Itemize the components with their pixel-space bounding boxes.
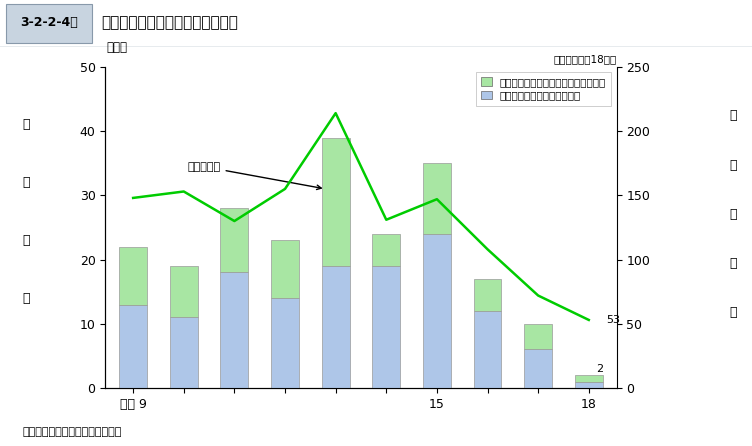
Bar xyxy=(474,311,502,388)
Bar xyxy=(271,240,299,298)
Bar xyxy=(372,266,400,388)
Text: （人）: （人） xyxy=(107,41,128,54)
Bar xyxy=(271,298,299,388)
Text: 死: 死 xyxy=(23,118,30,132)
Bar xyxy=(322,137,350,266)
Text: 砲: 砲 xyxy=(729,158,737,172)
Bar xyxy=(372,234,400,266)
Text: 事: 事 xyxy=(729,207,737,221)
Bar xyxy=(170,266,198,318)
Text: 銃器発砲事件数・死亡者数の推移: 銃器発砲事件数・死亡者数の推移 xyxy=(102,15,238,30)
Bar xyxy=(120,305,147,388)
Text: 者: 者 xyxy=(23,234,30,248)
Text: 数: 数 xyxy=(23,292,30,306)
Bar xyxy=(322,266,350,388)
Text: 件: 件 xyxy=(729,256,737,270)
Bar xyxy=(220,273,248,388)
Text: 53: 53 xyxy=(607,315,620,325)
Bar xyxy=(575,382,602,388)
Text: 2: 2 xyxy=(596,364,604,374)
FancyBboxPatch shape xyxy=(6,4,92,43)
Bar xyxy=(575,375,602,382)
Text: （平成９年～18年）: （平成９年～18年） xyxy=(553,55,617,65)
Text: 亡: 亡 xyxy=(23,176,30,190)
Bar xyxy=(423,163,451,234)
Legend: 死亡者数（暴力団構成員等以外の者）, 死亡者数（暴力団構成員等）: 死亡者数（暴力団構成員等以外の者）, 死亡者数（暴力団構成員等） xyxy=(476,72,611,106)
Text: 発砲事件数: 発砲事件数 xyxy=(187,161,321,190)
Text: 3-2-2-4図: 3-2-2-4図 xyxy=(20,16,78,29)
Bar xyxy=(170,318,198,388)
Bar xyxy=(423,234,451,388)
Bar xyxy=(474,279,502,311)
Text: 発: 発 xyxy=(729,109,737,123)
Bar xyxy=(220,208,248,273)
Bar xyxy=(120,247,147,305)
Text: 注　警察庁刑事局の資料による。: 注 警察庁刑事局の資料による。 xyxy=(23,427,122,437)
Bar xyxy=(524,324,552,350)
Text: 数: 数 xyxy=(729,306,737,319)
Bar xyxy=(524,350,552,388)
